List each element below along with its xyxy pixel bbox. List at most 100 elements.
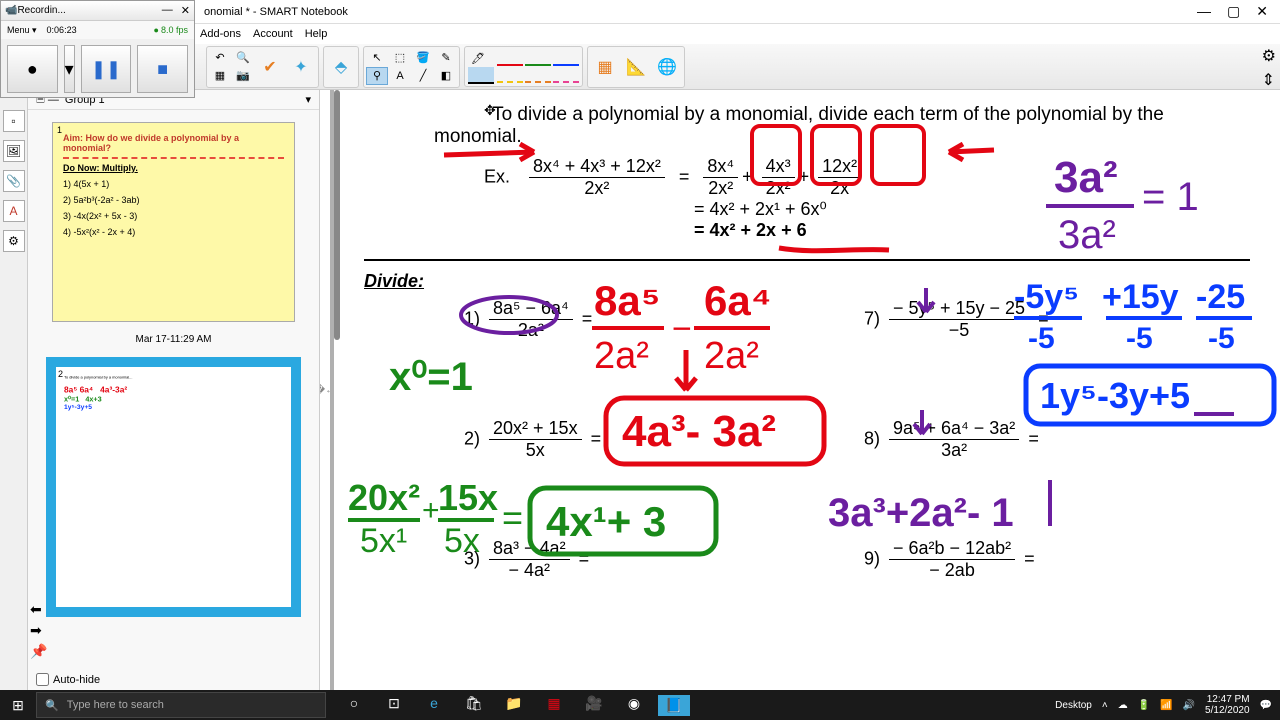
recorder-close[interactable]: ✕ <box>181 4 190 17</box>
tool-camera[interactable]: 📷 <box>232 67 254 85</box>
pen-black[interactable] <box>468 67 494 84</box>
stop-button[interactable]: ■ <box>137 45 188 93</box>
tray-notifications-icon[interactable]: 💬 <box>1260 700 1272 711</box>
tool-check[interactable]: ✔ <box>255 49 285 85</box>
expand-icon[interactable]: ⇕ <box>1262 70 1276 90</box>
tab-attach[interactable]: 📎 <box>3 170 25 192</box>
ex-step2: = 4x² + 2x + 6 <box>694 220 1250 241</box>
thumb1-aim: Aim: How do we divide a polynomial by a … <box>63 133 284 159</box>
problem-8: 8) 9a⁵ + 6a⁴ − 3a²3a² = <box>864 418 1039 461</box>
canvas-scrollbar[interactable] <box>334 90 340 340</box>
tool-grid[interactable]: ▦ <box>590 49 620 85</box>
edge-icon[interactable]: e <box>418 695 450 716</box>
menu-help[interactable]: Help <box>305 28 328 40</box>
recorder-title: Recordin... <box>17 5 161 16</box>
nav-next[interactable]: ➡ <box>30 622 47 639</box>
tool-adjust[interactable]: ⚲ <box>366 67 388 85</box>
pen-icon[interactable]: 🖊 <box>467 49 489 67</box>
cortana-icon[interactable]: ○ <box>338 695 370 716</box>
record-button[interactable]: ● <box>7 45 58 93</box>
nav-pin[interactable]: 📌 <box>30 643 47 660</box>
tool-shape[interactable]: ⬘ <box>326 49 356 85</box>
tool-table[interactable]: ▦ <box>209 67 231 85</box>
problem-3: 3) 8a³ − 4a²− 4a² = <box>464 538 589 581</box>
recorder-time: 0:06:23 <box>47 25 77 35</box>
tray-clock[interactable]: 12:47 PM 5/12/2020 <box>1205 694 1250 716</box>
pen-yellow[interactable] <box>497 66 523 83</box>
office-icon[interactable]: ▦ <box>538 695 570 716</box>
tray-battery-icon[interactable]: 🔋 <box>1138 700 1150 711</box>
screen-recorder: 📹 Recordin... — ✕ Menu ▾ 0:06:23 8.0 fps… <box>0 0 195 98</box>
camera-icon[interactable]: 🎥 <box>578 695 610 716</box>
pen-orange[interactable] <box>525 66 551 83</box>
divide-heading: Divide: <box>364 271 1250 292</box>
canvas[interactable]: ✥ To divide a polynomial by a monomial, … <box>330 90 1280 690</box>
thumb1-label: Mar 17-11:29 AM <box>28 334 319 345</box>
example: Ex. 8x⁴ + 4x³ + 12x²2x² = 8x⁴2x²+ 4x³2x²… <box>484 156 1250 199</box>
pen-magenta[interactable] <box>553 66 579 83</box>
tool-text[interactable]: A <box>389 67 411 85</box>
notebook-icon[interactable]: 📘 <box>658 695 690 716</box>
tray-cloud-icon[interactable]: ☁ <box>1118 700 1128 711</box>
pen-green[interactable] <box>525 49 551 66</box>
tool-globe[interactable]: 🌐 <box>652 49 682 85</box>
tray-volume-icon[interactable]: 🔊 <box>1183 700 1195 711</box>
problem-1: 1) 8a⁵ − 6a⁴2a² = <box>464 298 592 341</box>
thumb1-donow: Do Now: Multiply. <box>63 163 284 173</box>
start-button[interactable]: ⊞ <box>0 697 36 714</box>
nav-prev[interactable]: ⬅ <box>30 601 47 618</box>
search-placeholder: Type here to search <box>67 699 164 711</box>
recorder-fps: 8.0 fps <box>154 25 188 35</box>
record-dropdown[interactable]: ▾ <box>64 45 75 93</box>
tray-up-icon[interactable]: ˄ <box>1102 700 1108 711</box>
tool-eyedrop[interactable]: ✎ <box>435 49 457 67</box>
tray-wifi-icon[interactable]: 📶 <box>1160 700 1172 711</box>
autohide-label: Auto-hide <box>53 674 100 686</box>
tool-line[interactable]: ╱ <box>412 67 434 85</box>
pause-button[interactable]: ❚❚ <box>81 45 132 93</box>
pen-blue[interactable] <box>553 49 579 66</box>
tab-addons[interactable]: ⚙ <box>3 230 25 252</box>
move-icon[interactable]: ✥ <box>484 102 496 119</box>
search-box[interactable]: 🔍 Type here to search <box>36 692 326 718</box>
ex-step1: = 4x² + 2x¹ + 6x⁰ <box>694 199 1250 220</box>
pen-red[interactable] <box>497 49 523 66</box>
tool-select[interactable]: ⬚ <box>389 49 411 67</box>
slide-thumb-2[interactable]: 2 To divide a polynomial by a monomial..… <box>46 357 301 617</box>
chrome-icon[interactable]: ◉ <box>618 695 650 716</box>
slide-thumb-1[interactable]: 1 Aim: How do we divide a polynomial by … <box>52 122 295 322</box>
recorder-menu[interactable]: Menu <box>7 25 30 35</box>
close-button[interactable]: ✕ <box>1256 3 1268 20</box>
group-menu[interactable]: ▾ <box>305 93 311 106</box>
tool-puzzle[interactable]: ✦ <box>286 49 316 85</box>
tab-text[interactable]: A <box>3 200 25 222</box>
menu-addons[interactable]: Add-ons <box>200 28 241 40</box>
tray-desktop-label[interactable]: Desktop <box>1055 700 1092 711</box>
slide-panel: 🗎 — Group 1 ▾ 1 Aim: How do we divide a … <box>28 90 320 690</box>
thumb2-preview: To divide a polynomial by a monomial... … <box>64 375 291 411</box>
tab-gallery[interactable]: 🖼 <box>3 140 25 162</box>
search-icon: 🔍 <box>45 699 59 712</box>
maximize-button[interactable]: ▢ <box>1227 3 1240 20</box>
problem-9: 9) − 6a²b − 12ab²− 2ab = <box>864 538 1035 581</box>
panel-resize[interactable]: �↔ <box>320 90 330 690</box>
settings-icon[interactable]: ⚙ <box>1262 46 1276 66</box>
tool-eraser[interactable]: ◧ <box>435 67 457 85</box>
problem-2: 2) 20x² + 15x5x = <box>464 418 601 461</box>
problem-7: 7) − 5y⁵ + 15y − 25−5 = <box>864 298 1049 341</box>
taskbar: ⊞ 🔍 Type here to search ○ ⊡ e 🛍 📁 ▦ 🎥 ◉ … <box>0 690 1280 720</box>
taskview-icon[interactable]: ⊡ <box>378 695 410 716</box>
tool-ruler[interactable]: 📐 <box>621 49 651 85</box>
tool-pointer[interactable]: ↖ <box>366 49 388 67</box>
tool-undo[interactable]: ↶ <box>209 49 231 67</box>
menu-account[interactable]: Account <box>253 28 293 40</box>
recorder-minimize[interactable]: — <box>162 4 173 17</box>
autohide-checkbox[interactable] <box>36 673 49 686</box>
tool-zoom[interactable]: 🔍 <box>232 49 254 67</box>
minimize-button[interactable]: — <box>1197 3 1211 20</box>
tab-pages[interactable]: ▫ <box>3 110 25 132</box>
explorer-icon[interactable]: 📁 <box>498 695 530 716</box>
tool-fill[interactable]: 🪣 <box>412 49 434 67</box>
recorder-icon: 📹 <box>5 5 17 16</box>
store-icon[interactable]: 🛍 <box>458 695 490 716</box>
